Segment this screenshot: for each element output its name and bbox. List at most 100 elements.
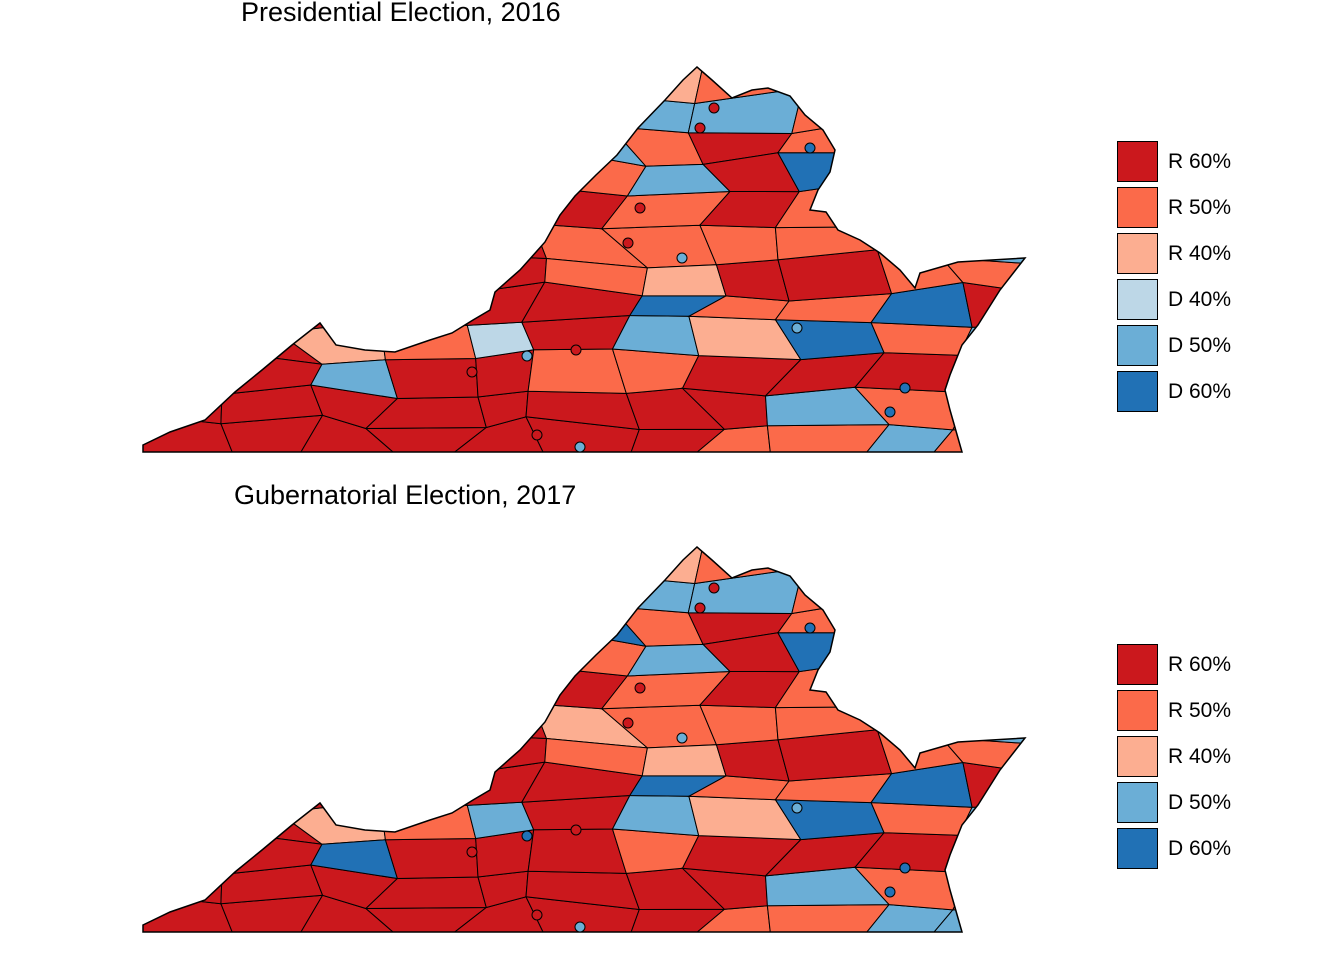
county-region xyxy=(876,219,955,259)
county-region xyxy=(300,219,404,268)
county-region xyxy=(220,576,321,612)
county-region xyxy=(541,95,612,128)
county-region xyxy=(379,770,469,806)
county-region xyxy=(537,67,611,97)
county-region xyxy=(453,185,534,227)
county-layer xyxy=(143,67,1025,452)
legend-swatch xyxy=(1117,233,1158,274)
county-region xyxy=(206,667,312,713)
county-region xyxy=(143,130,241,170)
legend-label: R 50% xyxy=(1168,699,1232,722)
county-region xyxy=(197,252,324,295)
county-region xyxy=(300,196,404,233)
county-region xyxy=(280,547,388,578)
virginia-choropleth-map xyxy=(142,545,1027,933)
county-region xyxy=(143,698,244,738)
legend-label: D 60% xyxy=(1168,837,1232,860)
state-outline xyxy=(142,65,1027,453)
independent-city xyxy=(676,732,688,744)
county-region xyxy=(197,732,324,775)
county-region xyxy=(361,547,487,584)
county-region xyxy=(361,67,487,104)
county-region xyxy=(214,700,324,748)
county-region xyxy=(449,67,565,104)
county-region xyxy=(449,547,565,584)
county-region xyxy=(862,117,939,163)
independent-city xyxy=(899,862,911,874)
independent-city xyxy=(574,441,586,453)
map-panel-2016: Presidential Election, 2016 R 60% R 50% R … xyxy=(142,0,1232,453)
county-region xyxy=(143,351,232,396)
independent-city xyxy=(622,717,634,729)
county-region xyxy=(384,357,479,400)
independent-city xyxy=(531,429,543,441)
county-region xyxy=(453,599,569,634)
legend-swatch xyxy=(1117,736,1158,777)
legend-swatch xyxy=(1117,782,1158,823)
county-region xyxy=(285,636,399,682)
county-region xyxy=(601,67,705,105)
independent-city xyxy=(521,830,533,842)
county-region xyxy=(940,699,1025,745)
county-region xyxy=(290,746,392,775)
county-region xyxy=(143,732,244,782)
county-region xyxy=(951,871,1025,911)
county-region xyxy=(206,187,312,233)
county-region xyxy=(295,87,394,133)
county-region xyxy=(205,646,313,682)
independent-city xyxy=(622,237,634,249)
county-region xyxy=(143,547,222,583)
county-region xyxy=(143,96,239,135)
county-region xyxy=(143,67,222,103)
county-region xyxy=(927,84,1025,124)
county-region xyxy=(143,576,239,615)
county-region xyxy=(397,190,482,227)
county-region xyxy=(962,281,1025,328)
county-region xyxy=(197,772,294,814)
county-region xyxy=(286,128,393,169)
county-region xyxy=(386,611,476,638)
legend-swatch xyxy=(1117,828,1158,869)
independent-city xyxy=(570,344,582,356)
county-region xyxy=(845,152,966,204)
county-region xyxy=(601,547,705,585)
legend-swatch xyxy=(1117,371,1158,412)
county-region xyxy=(197,292,294,334)
county-region xyxy=(439,223,548,260)
independent-city xyxy=(521,350,533,362)
legend-label: R 60% xyxy=(1168,150,1232,173)
county-region xyxy=(143,805,232,835)
county-region xyxy=(953,678,1025,704)
county-region xyxy=(940,219,1025,265)
legend-label: D 50% xyxy=(1168,791,1232,814)
legend-swatch xyxy=(1117,644,1158,685)
legend-swatch xyxy=(1117,690,1158,731)
county-region xyxy=(953,198,1025,224)
independent-city xyxy=(466,366,478,378)
county-region xyxy=(844,184,966,228)
legend-label: R 50% xyxy=(1168,196,1232,219)
county-region xyxy=(143,218,244,258)
county-region xyxy=(237,128,297,170)
county-region xyxy=(957,833,1025,874)
independent-city xyxy=(804,142,816,154)
county-region xyxy=(143,831,232,876)
county-region xyxy=(143,292,210,330)
county-region xyxy=(541,575,612,608)
county-region xyxy=(861,84,939,123)
county-region xyxy=(143,252,244,302)
independent-city xyxy=(574,921,586,933)
county-region xyxy=(361,87,487,138)
county-region xyxy=(295,567,394,613)
independent-city xyxy=(899,382,911,394)
legend-swatch xyxy=(1117,325,1158,366)
county-region xyxy=(386,152,481,198)
county-region xyxy=(883,547,974,575)
county-region xyxy=(957,353,1025,394)
county-region xyxy=(300,699,404,748)
county-region xyxy=(844,664,966,708)
independent-city xyxy=(884,406,896,418)
county-region xyxy=(385,699,456,748)
county-region xyxy=(935,161,1025,203)
county-region xyxy=(453,119,569,154)
